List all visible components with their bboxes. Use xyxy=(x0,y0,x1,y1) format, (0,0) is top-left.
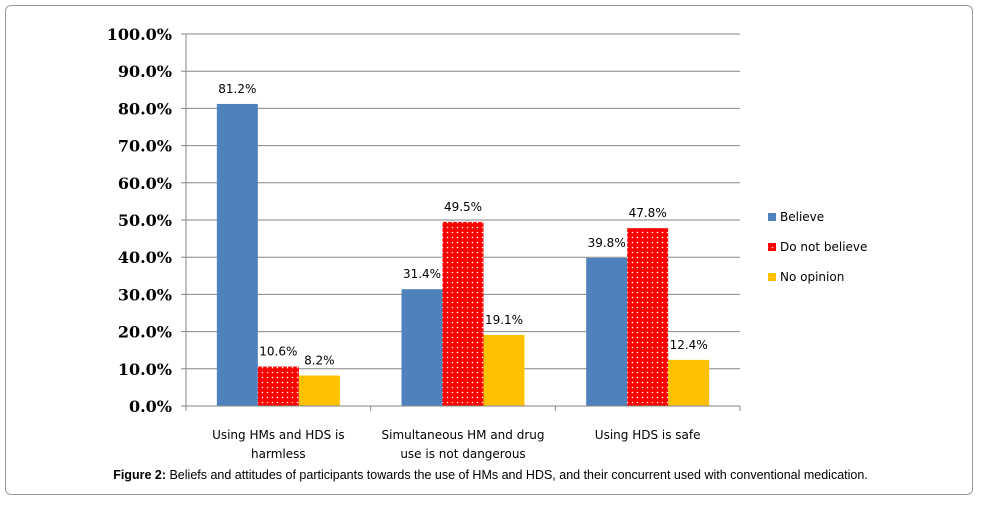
bar-no-opinion xyxy=(668,359,710,406)
legend-swatch xyxy=(768,213,776,221)
data-label: 8.2% xyxy=(304,353,335,367)
axes: 0.0% 10.0% 20.0% 30.0% 40.0% 50.0% 60.0% 70.0% 8… xyxy=(107,25,741,461)
bar-no-opinion xyxy=(483,334,525,406)
x-category-label: Using HMs and HDS is harmless xyxy=(212,428,345,461)
data-label: 49.5% xyxy=(444,200,482,214)
legend-label: Do not believe xyxy=(780,240,867,254)
data-label: 39.8% xyxy=(588,236,626,250)
legend-label: No opinion xyxy=(780,270,844,284)
y-tick-label: 10.0% xyxy=(118,360,172,379)
data-label: 10.6% xyxy=(259,345,297,359)
y-tick-label: 0.0% xyxy=(129,397,172,416)
legend-swatch xyxy=(768,273,776,281)
data-label: 81.2% xyxy=(218,82,256,96)
legend-label: Believe xyxy=(780,210,824,224)
legend: Believe Do not believe No opinion xyxy=(768,210,867,284)
y-tick-label: 80.0% xyxy=(118,99,172,118)
bars xyxy=(216,103,710,406)
y-tick-label: 50.0% xyxy=(118,211,172,230)
bar-believe xyxy=(586,257,628,406)
x-category-label: Using HDS is safe xyxy=(595,428,701,442)
data-labels: 81.2% 10.6% 8.2% 31.4% 49.5% 19.1% 39.8% 47.8% 1… xyxy=(218,82,707,368)
y-tick-label: 30.0% xyxy=(118,285,172,304)
y-tick-label: 20.0% xyxy=(118,323,172,342)
caption-label: Figure 2: xyxy=(113,468,166,482)
bar-no-opinion xyxy=(298,375,340,406)
data-label: 12.4% xyxy=(670,338,708,352)
y-tick-label: 70.0% xyxy=(118,137,172,156)
data-label: 31.4% xyxy=(403,267,441,281)
y-tick-label: 40.0% xyxy=(118,248,172,267)
y-tick-label: 100.0% xyxy=(107,25,172,44)
figure-caption: Figure 2: Beliefs and attitudes of parti… xyxy=(0,468,981,482)
bar-chart: 0.0% 10.0% 20.0% 30.0% 40.0% 50.0% 60.0% 70.0% 8… xyxy=(107,25,868,461)
figure-frame xyxy=(5,5,973,495)
x-category-label: Simultaneous HM and drug use is not dange… xyxy=(382,428,545,461)
caption-text: Beliefs and attitudes of participants to… xyxy=(166,468,868,482)
legend-swatch xyxy=(768,243,776,251)
bar-do-not-believe xyxy=(257,366,299,406)
y-tick-label: 60.0% xyxy=(118,174,172,193)
bar-believe xyxy=(216,103,258,406)
bar-believe xyxy=(401,289,443,406)
bar-do-not-believe xyxy=(442,221,484,406)
data-label: 19.1% xyxy=(485,313,523,327)
data-label: 47.8% xyxy=(629,206,667,220)
bar-do-not-believe xyxy=(627,228,669,406)
y-tick-label: 90.0% xyxy=(118,62,172,81)
